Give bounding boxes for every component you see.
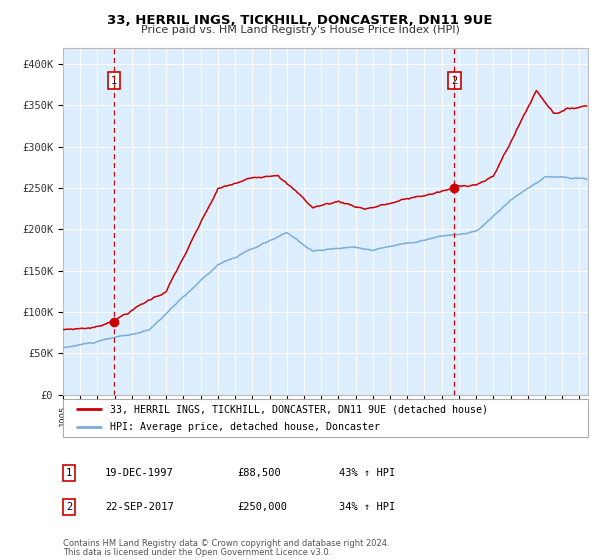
Text: 2: 2 [451,76,457,86]
Text: £88,500: £88,500 [237,468,281,478]
FancyBboxPatch shape [63,399,588,437]
Text: 1: 1 [111,76,117,86]
Text: 33, HERRIL INGS, TICKHILL, DONCASTER, DN11 9UE (detached house): 33, HERRIL INGS, TICKHILL, DONCASTER, DN… [110,404,488,414]
Text: Contains HM Land Registry data © Crown copyright and database right 2024.: Contains HM Land Registry data © Crown c… [63,539,389,548]
Text: Price paid vs. HM Land Registry's House Price Index (HPI): Price paid vs. HM Land Registry's House … [140,25,460,35]
Text: HPI: Average price, detached house, Doncaster: HPI: Average price, detached house, Donc… [110,422,380,432]
Text: 19-DEC-1997: 19-DEC-1997 [105,468,174,478]
Text: 43% ↑ HPI: 43% ↑ HPI [339,468,395,478]
Text: 33, HERRIL INGS, TICKHILL, DONCASTER, DN11 9UE: 33, HERRIL INGS, TICKHILL, DONCASTER, DN… [107,14,493,27]
Text: 34% ↑ HPI: 34% ↑ HPI [339,502,395,512]
Text: 22-SEP-2017: 22-SEP-2017 [105,502,174,512]
Text: 2: 2 [66,502,72,512]
Text: This data is licensed under the Open Government Licence v3.0.: This data is licensed under the Open Gov… [63,548,331,557]
Text: £250,000: £250,000 [237,502,287,512]
Text: 1: 1 [66,468,72,478]
